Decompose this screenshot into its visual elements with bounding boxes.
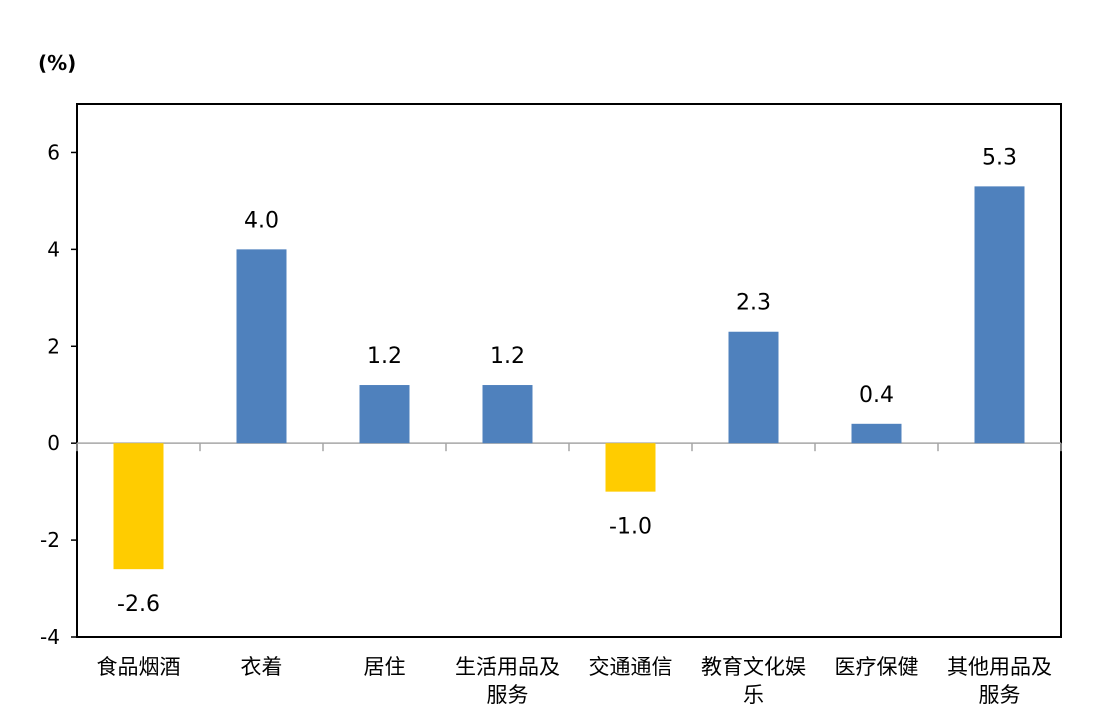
y-tick-label: 0 bbox=[47, 431, 60, 455]
y-tick-label: -2 bbox=[40, 528, 60, 552]
x-category-label: 教育文化娱 bbox=[701, 655, 806, 679]
bar bbox=[482, 385, 533, 444]
data-label: 1.2 bbox=[367, 344, 402, 369]
bar bbox=[605, 443, 656, 492]
axes: -4 -2 0 2 4 6 bbox=[40, 103, 1062, 649]
x-category-label: 乐 bbox=[743, 683, 764, 707]
x-category-label: 交通通信 bbox=[589, 655, 673, 679]
data-label: 4.0 bbox=[244, 208, 279, 233]
plot-frame bbox=[76, 103, 1062, 638]
bar bbox=[359, 385, 410, 444]
x-category-label: 服务 bbox=[487, 683, 529, 707]
y-tick-label: 4 bbox=[47, 237, 60, 261]
bar bbox=[236, 249, 287, 444]
bars bbox=[113, 186, 1025, 570]
bar bbox=[851, 423, 902, 444]
data-label: -2.6 bbox=[117, 592, 160, 617]
y-tick-label: 6 bbox=[47, 140, 60, 164]
y-axis-unit-label: (%) bbox=[38, 51, 76, 75]
x-category-label: 生活用品及 bbox=[455, 655, 560, 679]
data-label: 5.3 bbox=[982, 145, 1017, 170]
data-label: 0.4 bbox=[859, 383, 894, 408]
x-category-label: 医疗保健 bbox=[835, 655, 919, 679]
y-tick-label: -4 bbox=[40, 625, 60, 649]
data-label: 2.3 bbox=[736, 291, 771, 316]
x-category-label: 衣着 bbox=[241, 655, 283, 679]
data-label: 1.2 bbox=[490, 344, 525, 369]
bar bbox=[728, 331, 779, 444]
data-label: -1.0 bbox=[609, 515, 652, 540]
bar bbox=[113, 443, 164, 570]
x-category-label: 居住 bbox=[364, 655, 406, 679]
x-category-label: 食品烟酒 bbox=[97, 655, 181, 679]
bar bbox=[974, 186, 1025, 444]
x-category-label: 服务 bbox=[979, 683, 1021, 707]
x-category-label: 其他用品及 bbox=[947, 655, 1052, 679]
y-tick-label: 2 bbox=[47, 334, 60, 358]
